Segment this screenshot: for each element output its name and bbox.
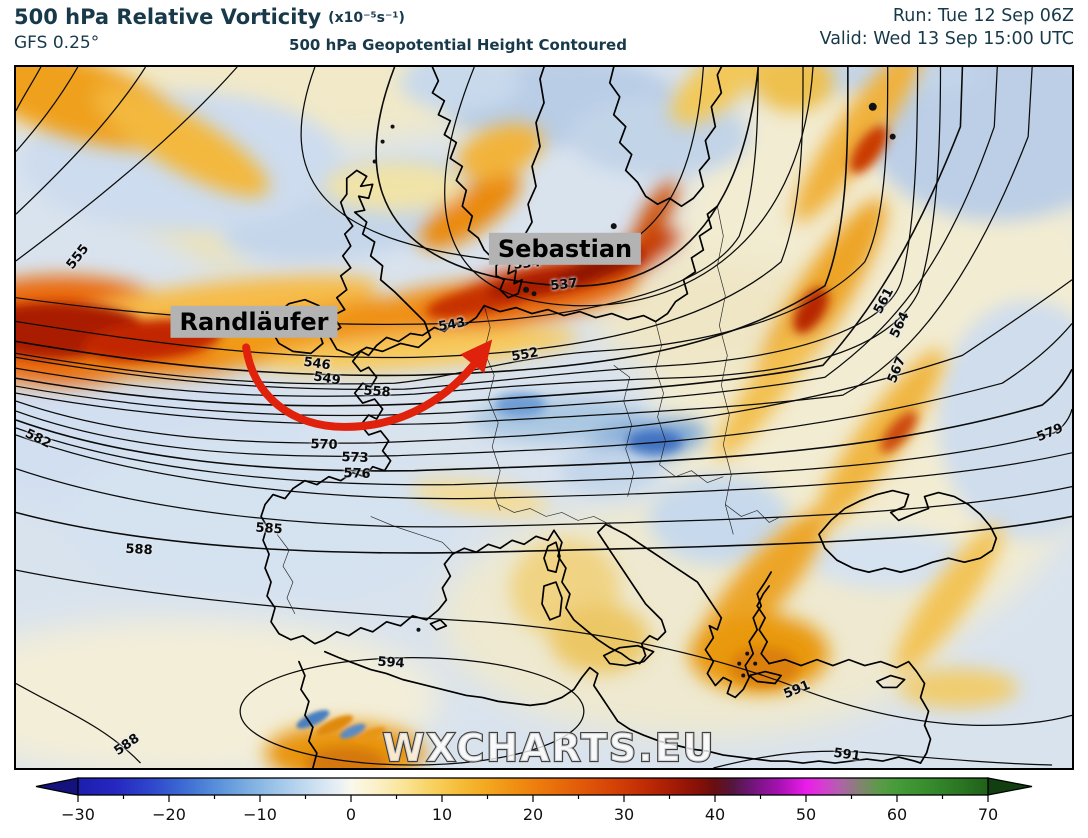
annotation-sebastian: Sebastian [488,232,642,266]
title-text: 500 hPa Relative Vorticity [14,5,322,29]
valid-label: Valid: Wed 13 Sep 15:00 UTC [819,29,1074,49]
colorbar-right-arrow [987,777,1033,796]
colorbar-gradient-bar [77,777,989,796]
contour-label: 570 [310,437,338,453]
subtitle: 500 hPa Geopotential Height Contoured [289,36,627,54]
colorbar-tick-label: 20 [523,805,543,824]
height-contours [16,67,1072,768]
colorbar-canvas: −30 −20 −10 0 10 20 30 40 50 60 70 [35,777,1033,824]
colorbar-tick-labels: −30 −20 −10 0 10 20 30 40 50 60 70 [61,805,998,824]
small-islands [372,102,896,678]
annotation-randlaeufer: Randläufer [170,305,338,339]
contour-label: 537 [549,276,579,294]
run-label: Run: Tue 12 Sep 06Z [892,6,1074,26]
watermark: WXCHARTS.EU [381,725,716,770]
randlaeufer-arrow [242,339,493,431]
colorbar-tick-label: 60 [887,805,907,824]
title-unit: (x10⁻⁵s⁻¹) [328,10,405,26]
colorbar-tick-label: −20 [152,805,186,824]
contour-label: 594 [376,654,406,672]
contour-label: 558 [362,383,392,401]
map-canvas [16,67,1072,768]
colorbar-ticks [77,795,989,802]
colorbar-left-arrow [35,777,79,796]
colorbar-tick-label: −30 [61,805,95,824]
model-label: GFS 0.25° [14,33,100,53]
page-title: 500 hPa Relative Vorticity (x10⁻⁵s⁻¹) [14,5,405,29]
colorbar-tick-label: 70 [978,805,998,824]
colorbar-tick-label: 30 [614,805,634,824]
colorbar-tick-label: 0 [346,805,356,824]
colorbar: −30 −20 −10 0 10 20 30 40 50 60 70 [0,776,1088,834]
contour-label: 573 [341,450,369,466]
contour-label: 585 [254,520,284,538]
colorbar-tick-label: 10 [432,805,452,824]
atlas-mottle [296,709,386,744]
country-borders [276,206,782,615]
colorbar-tick-label: −10 [243,805,277,824]
map-frame: Randläufer Sebastian WXCHARTS.EU 5555345… [14,65,1074,770]
colorbar-tick-label: 40 [705,805,725,824]
colorbar-tick-label: 50 [796,805,816,824]
contour-label: 588 [125,541,153,559]
contour-label: 576 [343,466,371,482]
coastlines [260,67,998,768]
